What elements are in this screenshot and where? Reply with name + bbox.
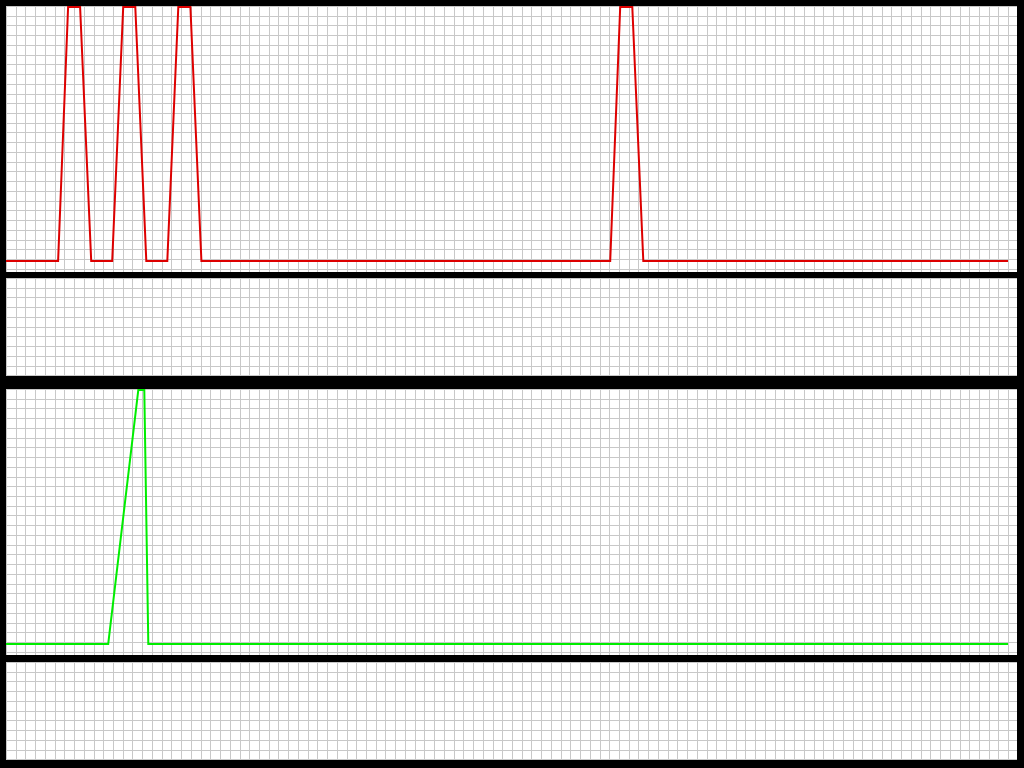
chart-panel-2 xyxy=(6,278,1017,376)
panel-background xyxy=(6,278,1017,375)
panel-background xyxy=(6,662,1017,759)
chart-panel-1 xyxy=(6,6,1017,272)
chart-panel-4 xyxy=(6,662,1017,760)
chart-panel-3 xyxy=(6,389,1017,655)
